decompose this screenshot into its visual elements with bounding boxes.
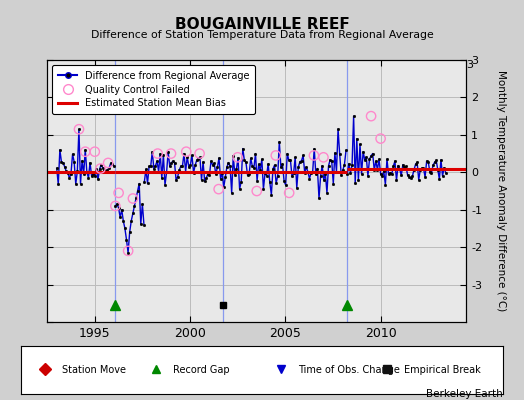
Text: Time of Obs. Change: Time of Obs. Change bbox=[298, 365, 400, 375]
Text: Empirical Break: Empirical Break bbox=[404, 365, 481, 375]
Text: Berkeley Earth: Berkeley Earth bbox=[427, 389, 503, 399]
Legend: Difference from Regional Average, Quality Control Failed, Estimated Station Mean: Difference from Regional Average, Qualit… bbox=[52, 65, 255, 114]
Text: Difference of Station Temperature Data from Regional Average: Difference of Station Temperature Data f… bbox=[91, 30, 433, 40]
Point bbox=[104, 160, 112, 166]
Point bbox=[81, 148, 90, 155]
Text: Station Move: Station Move bbox=[62, 365, 126, 375]
Text: Record Gap: Record Gap bbox=[173, 365, 230, 375]
Text: 3: 3 bbox=[466, 60, 473, 70]
Point bbox=[310, 152, 318, 159]
Point bbox=[319, 154, 328, 160]
Point bbox=[195, 150, 204, 157]
Point bbox=[91, 148, 99, 155]
Point bbox=[376, 135, 385, 142]
Point bbox=[214, 186, 223, 192]
Point bbox=[167, 150, 175, 157]
Point bbox=[253, 188, 261, 194]
Point bbox=[124, 248, 133, 254]
Point bbox=[129, 195, 137, 202]
Point bbox=[111, 203, 119, 209]
Text: BOUGAINVILLE REEF: BOUGAINVILLE REEF bbox=[174, 17, 350, 32]
Point bbox=[271, 152, 280, 159]
Point bbox=[285, 190, 293, 196]
Point bbox=[154, 150, 162, 157]
Point bbox=[182, 148, 190, 155]
Point bbox=[96, 165, 105, 172]
Point bbox=[114, 190, 123, 196]
Y-axis label: Monthly Temperature Anomaly Difference (°C): Monthly Temperature Anomaly Difference (… bbox=[496, 70, 506, 312]
Point bbox=[367, 113, 375, 119]
Point bbox=[75, 126, 83, 132]
Point bbox=[234, 154, 242, 160]
